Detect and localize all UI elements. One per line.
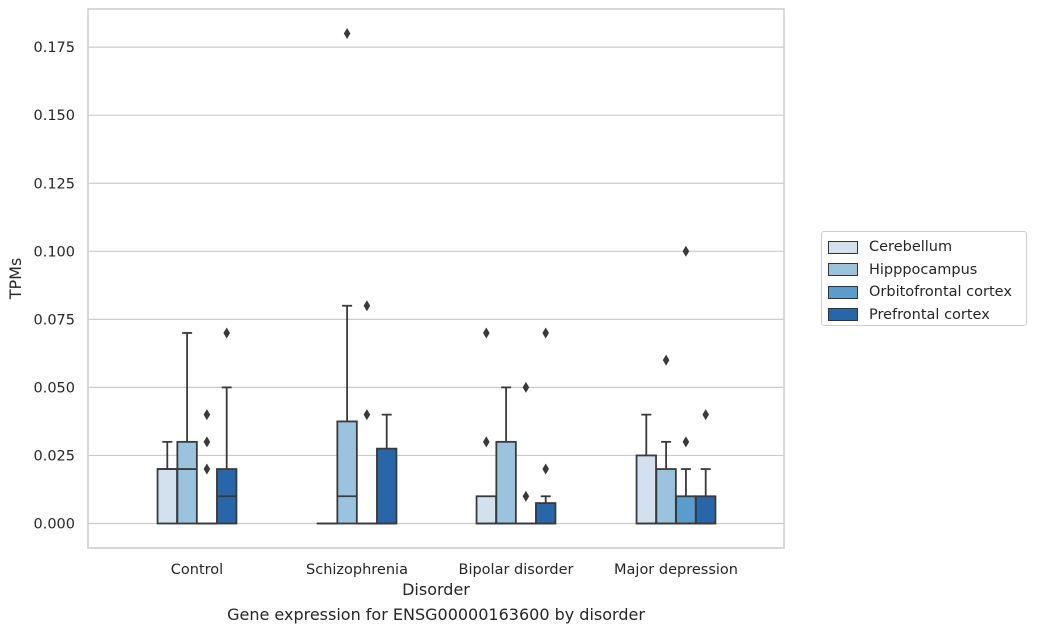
outlier-point <box>483 327 490 339</box>
x-tick-label: Major depression <box>614 562 738 578</box>
y-tick-label: 0.025 <box>33 448 75 464</box>
outlier-point <box>522 490 530 502</box>
y-tick-label: 0.175 <box>33 40 75 56</box>
legend-label-orbitofrontal-cortex: Orbitofrontal cortex <box>869 284 1012 301</box>
outlier-point <box>203 463 211 475</box>
box-orbitofrontal-cortex-major-depression <box>675 245 697 525</box>
chart-caption: Gene expression for ENSG00000163600 by d… <box>227 605 645 624</box>
y-tick-labels: 0.000 0.025 0.050 0.075 0.100 0.125 0.150 0.175 <box>33 40 75 532</box>
outlier-point <box>203 409 211 421</box>
y-tick-label: 0.150 <box>33 108 75 124</box>
x-tick-label: Control <box>171 562 223 578</box>
box-plot-marks <box>156 28 717 525</box>
box-cerebellum-bipolar-disorder <box>475 327 497 525</box>
outlier-point <box>542 327 549 339</box>
box-prefrontal-cortex-bipolar-disorder <box>535 327 557 525</box>
outlier-point <box>363 300 371 312</box>
legend-item-hippocampus: Hipppocampus <box>828 259 1026 282</box>
outlier-point <box>542 463 549 475</box>
box-body <box>675 495 697 525</box>
y-gridlines <box>88 46 784 525</box>
outlier-point <box>203 436 211 448</box>
box-body <box>655 468 677 525</box>
x-tick-label: Bipolar disorder <box>459 562 574 578</box>
outlier-point <box>343 28 351 40</box>
box-body <box>695 495 717 525</box>
box-hipppocampus-control <box>176 332 198 525</box>
x-axis-title: Disorder <box>402 580 470 599</box>
outlier-point <box>682 245 690 257</box>
outlier-point <box>662 354 670 366</box>
legend-item-prefrontal-cortex: Prefrontal cortex <box>828 304 1026 327</box>
legend-swatch-cerebellum <box>828 240 858 254</box>
x-tick-label: Schizophrenia <box>306 562 408 578</box>
box-body <box>156 468 178 525</box>
outlier-point <box>702 409 709 421</box>
box-prefrontal-cortex-control <box>216 327 238 525</box>
box-orbitofrontal-cortex-schizophrenia <box>356 300 378 525</box>
box-body <box>535 502 557 525</box>
box-cerebellum-major-depression <box>635 413 657 525</box>
box-body <box>475 495 497 525</box>
outlier-point <box>363 409 371 421</box>
legend-swatch-orbitofrontal-cortex <box>828 285 858 299</box>
box-cerebellum-control <box>156 440 178 525</box>
box-hipppocampus-major-depression <box>655 354 677 525</box>
box-body <box>336 420 358 525</box>
box-body <box>495 440 517 525</box>
outlier-point <box>223 327 230 339</box>
x-tick-labels: Control Schizophrenia Bipolar disorder Majo… <box>171 562 738 578</box>
box-body <box>376 447 398 525</box>
box-body <box>176 440 198 525</box>
box-hipppocampus-schizophrenia <box>336 28 358 525</box>
y-tick-label: 0.125 <box>33 176 75 192</box>
y-tick-label: 0.100 <box>33 244 75 260</box>
outlier-point <box>682 436 690 448</box>
box-prefrontal-cortex-major-depression <box>695 409 717 525</box>
y-axis-title: TPMs <box>6 258 25 301</box>
box-body <box>635 454 657 525</box>
box-prefrontal-cortex-schizophrenia <box>376 413 398 525</box>
chart-legend: Cerebellum Hipppocampus Orbitofrontal co… <box>821 231 1027 326</box>
legend-swatch-hippocampus <box>828 263 858 277</box>
legend-label-prefrontal-cortex: Prefrontal cortex <box>869 306 990 323</box>
legend-swatch-prefrontal-cortex <box>828 308 858 322</box>
legend-label-hippocampus: Hipppocampus <box>869 261 978 278</box>
legend-item-cerebellum: Cerebellum <box>828 236 1026 259</box>
plot-area-frame <box>87 8 785 549</box>
box-hipppocampus-bipolar-disorder <box>495 386 517 525</box>
outlier-point <box>522 381 530 393</box>
y-tick-label: 0.050 <box>33 380 75 396</box>
legend-label-cerebellum: Cerebellum <box>869 239 953 256</box>
legend-item-orbitofrontal-cortex: Orbitofrontal cortex <box>828 281 1026 304</box>
y-tick-label: 0.000 <box>33 517 75 533</box>
box-orbitofrontal-cortex-bipolar-disorder <box>515 381 537 525</box>
box-orbitofrontal-cortex-control <box>196 409 218 525</box>
outlier-point <box>483 436 490 448</box>
y-tick-label: 0.075 <box>33 312 75 328</box>
